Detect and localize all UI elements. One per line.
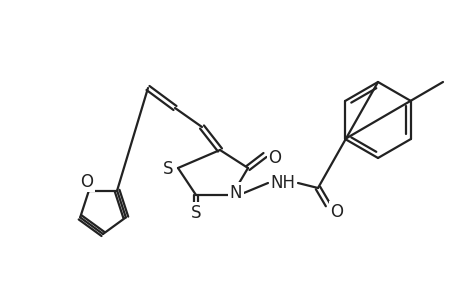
Text: O: O <box>268 149 281 167</box>
Text: N: N <box>229 184 242 202</box>
Text: O: O <box>330 203 343 221</box>
Text: NH: NH <box>270 174 295 192</box>
Text: S: S <box>190 204 201 222</box>
Text: O: O <box>80 172 93 190</box>
Text: S: S <box>162 160 173 178</box>
